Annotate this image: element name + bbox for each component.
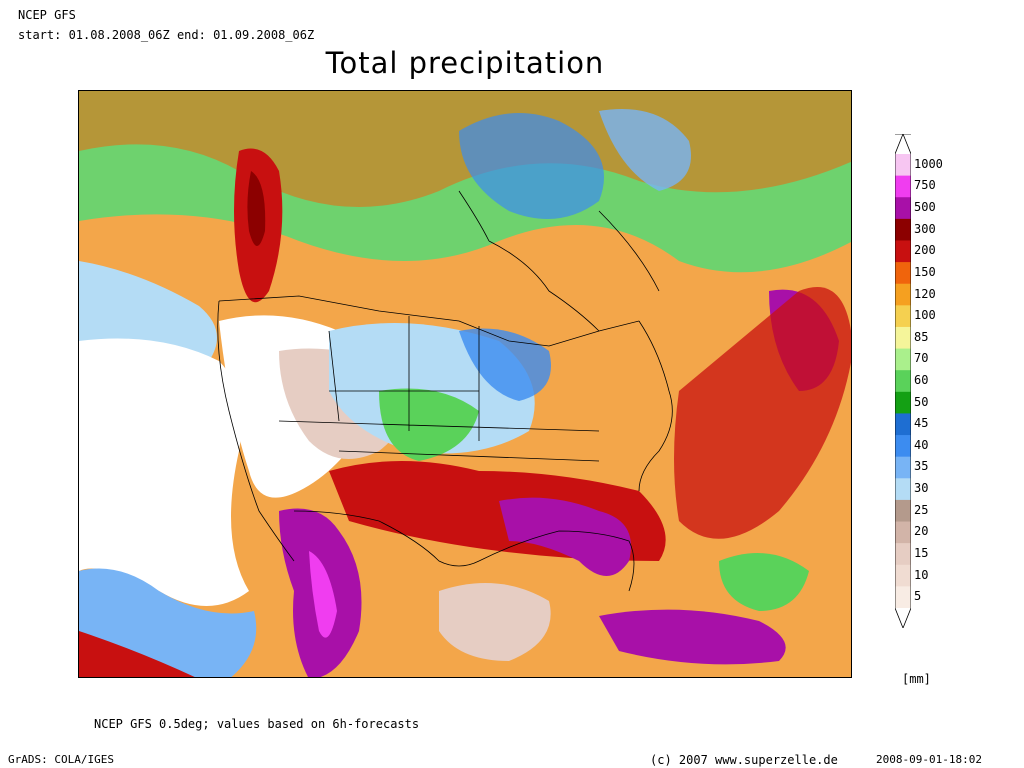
darkred-strip-coast xyxy=(247,171,266,246)
legend-label-10: 10 xyxy=(914,567,929,582)
map-svg xyxy=(79,91,851,677)
legend-cap-top xyxy=(895,134,911,154)
legend-outline xyxy=(895,134,911,628)
legend-cap-bottom xyxy=(895,608,911,628)
dry-pacific xyxy=(79,338,249,606)
footer-software: GrADS: COLA/IGES xyxy=(8,753,114,766)
legend-swatch-1000 xyxy=(895,154,911,177)
legend-swatch-40 xyxy=(895,435,911,458)
legend-swatch-35 xyxy=(895,456,911,479)
legend-swatch-30 xyxy=(895,478,911,501)
legend-swatch-45 xyxy=(895,413,911,436)
precipitation-map xyxy=(78,90,852,678)
date-range: start: 01.08.2008_06Z end: 01.09.2008_06… xyxy=(18,28,315,42)
legend-label-30: 30 xyxy=(914,481,929,496)
legend-swatch-750 xyxy=(895,175,911,198)
legend-label-35: 35 xyxy=(914,459,929,474)
green-atlantic xyxy=(719,553,809,611)
legend-swatch-300 xyxy=(895,218,911,241)
purple-southeast xyxy=(499,497,631,576)
legend-swatch-70 xyxy=(895,348,911,371)
legend-swatch-500 xyxy=(895,197,911,220)
legend-swatch-10 xyxy=(895,564,911,587)
legend-swatch-120 xyxy=(895,283,911,306)
legend-label-60: 60 xyxy=(914,373,929,387)
legend-label-40: 40 xyxy=(914,437,929,452)
blue-great-lakes xyxy=(459,328,551,401)
legend-label-300: 300 xyxy=(914,221,936,236)
legend-label-15: 15 xyxy=(914,545,929,560)
footer-note: NCEP GFS 0.5deg; values based on 6h-fore… xyxy=(94,717,420,731)
color-legend xyxy=(895,134,911,628)
red-atlantic-ridge xyxy=(674,287,851,539)
legend-label-120: 120 xyxy=(914,286,936,301)
footer-copyright: (c) 2007 www.superzelle.de xyxy=(650,753,838,767)
legend-label-45: 45 xyxy=(914,416,929,431)
legend-swatch-100 xyxy=(895,305,911,328)
legend-swatch-150 xyxy=(895,262,911,285)
legend-swatch-15 xyxy=(895,543,911,566)
legend-swatch-200 xyxy=(895,240,911,263)
footer-timestamp: 2008-09-01-18:02 xyxy=(876,753,982,766)
legend-label-200: 200 xyxy=(914,243,936,258)
legend-swatch-25 xyxy=(895,499,911,523)
legend-label-500: 500 xyxy=(914,200,936,215)
purple-caribbean xyxy=(599,609,786,665)
legend-swatch-60 xyxy=(895,370,911,393)
legend-label-750: 750 xyxy=(914,178,936,193)
blue-patch-hudson xyxy=(459,113,604,219)
blue-patch-northeast xyxy=(599,109,691,191)
political-borders xyxy=(217,190,673,592)
legend-label-50: 50 xyxy=(914,394,929,409)
legend-swatch-20 xyxy=(895,521,911,544)
legend-label-20: 20 xyxy=(914,524,929,539)
legend-label-150: 150 xyxy=(914,264,936,279)
legend-label-5: 5 xyxy=(914,589,922,604)
green-central xyxy=(379,388,479,461)
legend-label-70: 70 xyxy=(914,351,929,366)
magenta-mexico xyxy=(309,551,337,638)
legend-label-1000: 1000 xyxy=(914,156,943,171)
legend-swatch-85 xyxy=(895,326,911,350)
legend-swatch-5 xyxy=(895,586,911,609)
legend-label-25: 25 xyxy=(914,502,929,517)
map-title: Total precipitation xyxy=(325,46,605,80)
legend-label-100: 100 xyxy=(914,308,936,323)
model-name: NCEP GFS xyxy=(18,8,76,22)
legend-label-85: 85 xyxy=(914,329,929,344)
legend-unit: [mm] xyxy=(902,672,931,686)
legend-swatch-50 xyxy=(895,391,911,414)
dry-gulf xyxy=(439,583,551,661)
pacific-southwest-red xyxy=(79,631,195,677)
